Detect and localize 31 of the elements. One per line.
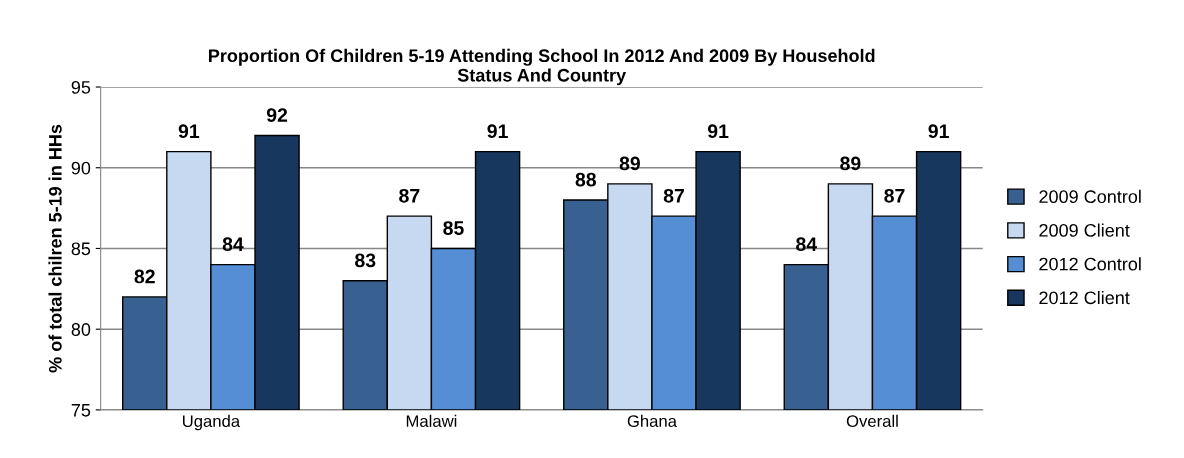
y-tick-label: 75 [71,404,91,417]
data-label: 84 [796,237,818,252]
data-label: 87 [884,188,905,203]
data-label: 89 [840,156,861,171]
data-label: 83 [355,253,376,268]
legend-label: 2012 Control [1039,257,1141,271]
x-tick-label: Malawi [406,414,457,428]
chart-title: Proportion Of Children 5-19 Attending School In 2012 And 2009 By Household Status And Country [209,48,875,86]
legend-label: 2009 Client [1039,223,1130,237]
legend-label: 2012 Client [1039,290,1130,305]
x-tick-label: Uganda [183,414,241,431]
data-label: 91 [178,124,200,139]
data-label: 87 [663,188,684,203]
data-label: 84 [222,237,244,252]
legend-label: 2009 Control [1039,189,1141,204]
x-tick-label: Overall [846,414,898,428]
data-label: 87 [399,188,420,203]
y-axis-title: % of total chilren 5-19 in HHs [48,124,62,373]
data-label: 91 [707,124,729,139]
data-label: 89 [619,156,640,171]
x-tick-label: Ghana [627,414,677,428]
data-label: 85 [443,221,464,235]
y-tick-label: 80 [71,323,91,336]
y-tick-label: 95 [71,80,91,94]
data-label: 91 [487,124,508,139]
data-label: 82 [134,269,155,284]
data-label: 88 [575,172,596,187]
data-label: 91 [928,124,949,139]
y-tick-label: 85 [71,242,91,256]
data-label: 92 [266,108,288,122]
y-tick-label: 90 [71,161,91,175]
